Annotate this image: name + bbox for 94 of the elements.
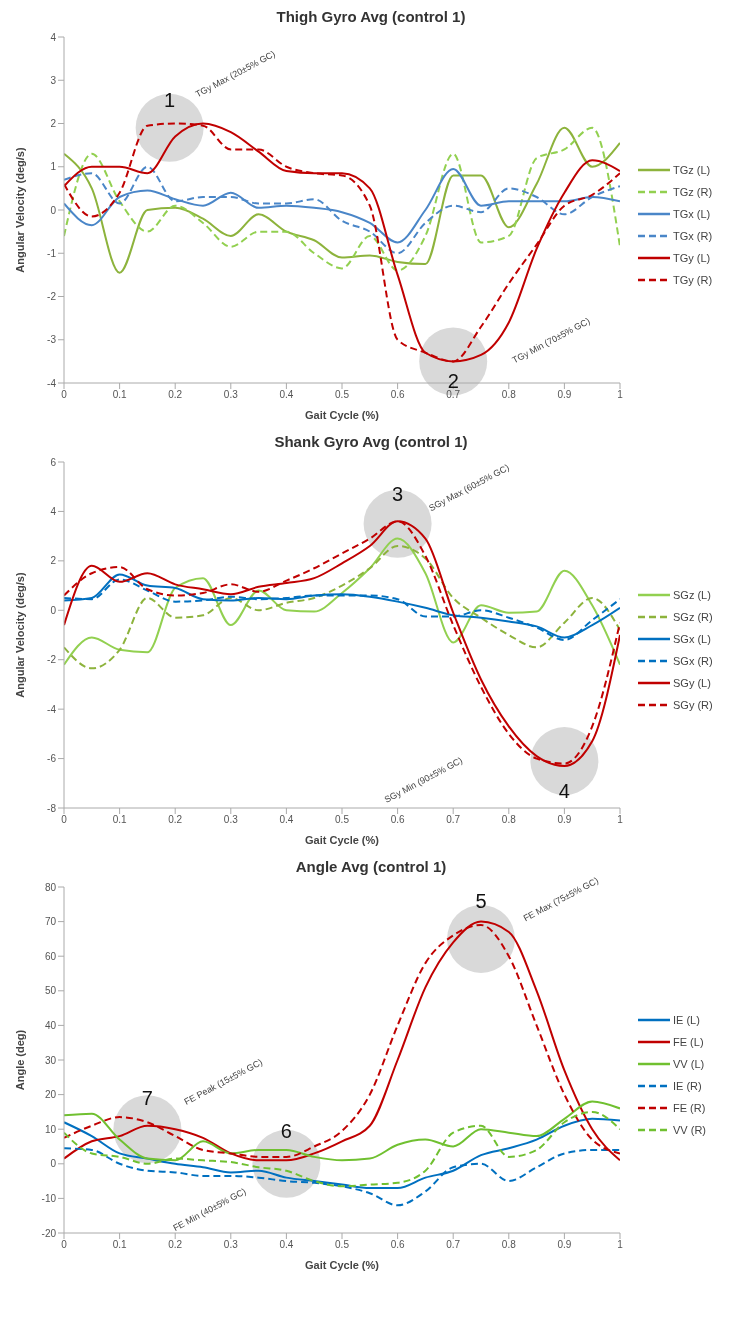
x-tick-label: 0.9 — [557, 1239, 572, 1251]
y-tick-label: 40 — [44, 1019, 57, 1031]
x-tick-label: 0.4 — [279, 389, 294, 401]
y-tick-label: -20 — [41, 1227, 57, 1239]
x-tick-label: 0.9 — [557, 814, 572, 826]
legend-label: IE (L) — [673, 1014, 700, 1026]
y-tick-label: -1 — [47, 247, 57, 259]
legend-label: TGy (R) — [673, 274, 713, 286]
x-tick-label: 0.5 — [335, 1239, 350, 1251]
annotation: 3 — [392, 483, 404, 506]
y-tick-label: 0 — [50, 1158, 57, 1170]
x-tick-label: 0.9 — [557, 389, 572, 401]
legend-label: TGx (R) — [673, 230, 713, 242]
chart-title: Thigh Gyro Avg (control 1) — [275, 8, 467, 25]
annotation: 6 — [280, 1119, 292, 1142]
y-tick-label: 30 — [44, 1054, 57, 1066]
legend-label: TGz (R) — [673, 186, 713, 198]
legend-label: TGz (L) — [673, 164, 711, 176]
annotation: 1 — [164, 88, 176, 111]
x-tick-label: 1 — [617, 814, 624, 826]
chart-title: Angle Avg (control 1) — [294, 858, 448, 875]
legend-label: SGx (R) — [673, 655, 713, 667]
legend-label: FE (R) — [673, 1102, 706, 1114]
annotation: 4 — [558, 779, 570, 802]
x-tick-label: 0.1 — [112, 1239, 127, 1251]
y-tick-label: 70 — [44, 916, 57, 928]
y-tick-label: 2 — [50, 555, 57, 567]
y-tick-label: 4 — [50, 31, 57, 43]
y-tick-label: 0 — [50, 204, 57, 216]
x-tick-label: 0.8 — [501, 814, 517, 826]
x-tick-label: 0.7 — [446, 814, 461, 826]
x-tick-label: 0.3 — [223, 1239, 239, 1251]
x-tick-label: 0.5 — [335, 389, 350, 401]
x-tick-label: 0.6 — [390, 389, 405, 401]
y-tick-label: -4 — [47, 377, 57, 389]
legend-label: SGz (R) — [673, 611, 713, 623]
x-tick-label: 1 — [617, 1239, 624, 1251]
x-tick-label: 0.4 — [279, 814, 294, 826]
y-axis-title: Angular Velocity (deg/s) — [13, 147, 26, 273]
legend-label: TGy (L) — [673, 252, 711, 264]
annotation: 5 — [475, 889, 487, 912]
y-tick-label: 6 — [50, 456, 57, 468]
y-tick-label: -10 — [41, 1192, 57, 1204]
x-tick-label: 0.2 — [168, 1239, 183, 1251]
x-tick-label: 0.4 — [279, 1239, 294, 1251]
legend-label: SGy (R) — [673, 699, 713, 711]
y-tick-label: -2 — [47, 654, 57, 666]
y-tick-label: 50 — [44, 985, 57, 997]
y-axis-title: Angular Velocity (deg/s) — [13, 572, 26, 698]
y-tick-label: 60 — [44, 950, 57, 962]
y-tick-label: -6 — [47, 753, 57, 765]
y-tick-label: -3 — [47, 334, 57, 346]
x-tick-label: 0.6 — [390, 814, 405, 826]
x-tick-label: 0.6 — [390, 1239, 405, 1251]
y-tick-label: -4 — [47, 703, 57, 715]
legend-label: IE (R) — [673, 1080, 702, 1092]
y-tick-label: 4 — [50, 505, 57, 517]
x-tick-label: 0.2 — [168, 814, 183, 826]
x-axis-title: Gait Cycle (%) — [305, 409, 380, 421]
x-tick-label: 0.3 — [223, 389, 239, 401]
x-tick-label: 0.1 — [112, 814, 127, 826]
legend-label: TGx (L) — [673, 208, 711, 220]
x-tick-label: 0.8 — [501, 1239, 517, 1251]
x-tick-label: 0.5 — [335, 814, 350, 826]
x-tick-label: 0.7 — [446, 389, 461, 401]
legend-label: SGx (L) — [673, 633, 711, 645]
y-tick-label: 3 — [50, 74, 57, 86]
y-tick-label: -8 — [47, 802, 57, 814]
x-tick-label: 0.3 — [223, 814, 239, 826]
x-axis-title: Gait Cycle (%) — [305, 1259, 380, 1271]
x-tick-label: 0 — [61, 1239, 68, 1251]
x-tick-label: 0.2 — [168, 389, 183, 401]
chart-title: Shank Gyro Avg (control 1) — [273, 433, 469, 450]
y-tick-label: 2 — [50, 118, 57, 130]
y-tick-label: 0 — [50, 604, 57, 616]
x-axis-title: Gait Cycle (%) — [305, 834, 380, 846]
legend-label: FE (L) — [673, 1036, 704, 1048]
legend-label: SGz (L) — [673, 589, 711, 601]
legend-label: VV (L) — [673, 1058, 705, 1070]
x-tick-label: 0 — [61, 814, 68, 826]
y-tick-label: 20 — [44, 1089, 57, 1101]
annotation: 7 — [141, 1087, 153, 1110]
y-tick-label: -2 — [47, 291, 57, 303]
y-tick-label: 80 — [44, 881, 57, 893]
x-tick-label: 0.7 — [446, 1239, 461, 1251]
x-tick-label: 0 — [61, 389, 68, 401]
legend-label: SGy (L) — [673, 677, 711, 689]
x-tick-label: 0.1 — [112, 389, 127, 401]
x-tick-label: 0.8 — [501, 389, 517, 401]
y-axis-title: Angle (deg) — [13, 1029, 26, 1091]
x-tick-label: 1 — [617, 389, 624, 401]
y-tick-label: 1 — [50, 161, 57, 173]
y-tick-label: 10 — [44, 1123, 57, 1135]
legend-label: VV (R) — [673, 1124, 706, 1136]
